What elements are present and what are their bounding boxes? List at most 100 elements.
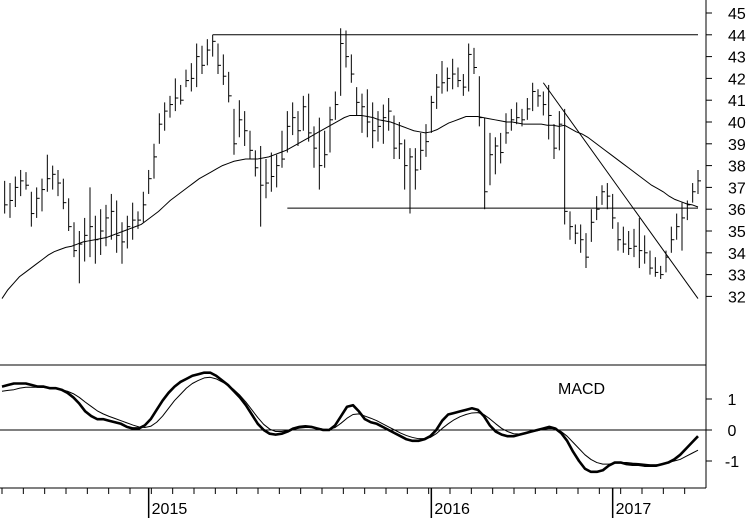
price-bar	[532, 82, 536, 112]
price-bar	[126, 215, 131, 249]
price-bar	[148, 169, 152, 194]
price-bar	[180, 84, 184, 105]
price-bar	[52, 165, 56, 190]
price-axis-tick-label: 36	[728, 202, 746, 219]
price-axis-tick-label: 34	[728, 246, 746, 263]
price-bar	[553, 124, 557, 160]
price-axis-tick-label: 44	[728, 28, 746, 45]
price-bar	[446, 67, 451, 92]
price-bar	[510, 108, 515, 131]
price-axis-tick-label: 43	[728, 50, 746, 67]
price-axis-tick-label: 45	[728, 6, 746, 23]
price-bar	[84, 217, 88, 262]
price-bar	[649, 250, 653, 275]
price-bar	[558, 111, 563, 151]
price-bar	[638, 217, 643, 269]
price-bar	[212, 34, 216, 57]
price-bar	[633, 228, 637, 258]
macd-axis-tick-label: 0	[728, 423, 737, 440]
price-bar	[105, 204, 109, 247]
price-bar	[169, 95, 173, 118]
price-bar	[62, 178, 67, 210]
price-bar	[564, 108, 568, 225]
price-bar	[398, 122, 403, 160]
price-bar	[292, 102, 296, 136]
price-bar	[462, 74, 467, 96]
price-bar	[473, 47, 477, 75]
price-axis-tick-label: 32	[728, 289, 746, 306]
price-bar	[41, 178, 45, 212]
price-bar	[537, 89, 541, 107]
price-bar	[100, 209, 104, 255]
price-bar	[313, 126, 317, 168]
price-bar	[606, 183, 611, 210]
price-bar	[302, 95, 307, 131]
price-bar	[190, 63, 195, 92]
price-bar	[404, 139, 408, 190]
price-bar	[505, 113, 509, 144]
price-bar	[324, 130, 328, 168]
price-bar	[308, 93, 312, 142]
price-bar	[233, 108, 237, 155]
price-bar	[548, 84, 552, 140]
price-bar	[452, 58, 456, 90]
price-bar	[132, 202, 136, 240]
price-bar	[158, 113, 163, 144]
price-bar	[196, 43, 200, 88]
price-axis-tick-label: 35	[728, 224, 746, 241]
macd-axis-tick-label: -1	[725, 454, 739, 471]
price-bar	[116, 200, 120, 253]
price-bar	[270, 152, 275, 192]
price-axis-tick-label: 38	[728, 159, 746, 176]
price-bar	[318, 117, 323, 190]
price-bar	[692, 183, 696, 203]
price-bar	[542, 91, 547, 116]
price-bar	[89, 187, 93, 258]
price-bar	[361, 93, 365, 133]
price-bar	[409, 148, 413, 214]
price-bar	[377, 111, 381, 142]
price-bar	[580, 224, 584, 253]
price-bar	[110, 193, 115, 240]
chart-frame	[0, 0, 707, 489]
price-axis-tick-label: 39	[728, 137, 746, 154]
price-bar	[20, 169, 24, 197]
macd-axis-tick-label: 1	[728, 392, 737, 409]
price-bar	[500, 132, 504, 164]
price-bar	[382, 104, 387, 144]
price-axis-tick-label: 33	[728, 268, 746, 285]
price-axis-tick-label: 40	[728, 115, 746, 132]
price-bar	[654, 257, 659, 277]
price-bar	[4, 180, 8, 214]
price-axis-tick-label: 42	[728, 71, 746, 88]
time-axis: 2015 2016 2017	[1, 488, 686, 518]
macd-title: MACD	[558, 381, 605, 398]
price-bar	[569, 211, 573, 240]
price-bar	[222, 54, 227, 85]
price-bar	[516, 102, 520, 125]
price-bar	[670, 226, 675, 253]
price-axis-tick-label: 41	[728, 93, 746, 110]
price-bar	[489, 132, 493, 186]
price-bar	[585, 233, 589, 269]
price-bar	[238, 100, 243, 138]
price-bar	[249, 130, 253, 160]
price-bar	[388, 98, 392, 131]
trend-lines	[212, 34, 699, 299]
price-bar	[164, 102, 168, 131]
price-bar	[121, 222, 125, 264]
price-bar	[601, 185, 605, 205]
price-bar	[153, 143, 157, 179]
price-bar	[46, 154, 51, 192]
price-axis: 45 44 43 42 41 40 39 38 37 36 35 34 33 32	[706, 6, 746, 306]
time-axis-year-label: 2017	[616, 501, 652, 518]
price-bar	[425, 124, 429, 157]
price-bar	[676, 213, 680, 240]
price-bar	[697, 169, 701, 194]
price-bar	[660, 265, 664, 279]
price-bar	[73, 222, 77, 258]
price-bar	[420, 132, 424, 170]
price-bar	[457, 67, 461, 88]
